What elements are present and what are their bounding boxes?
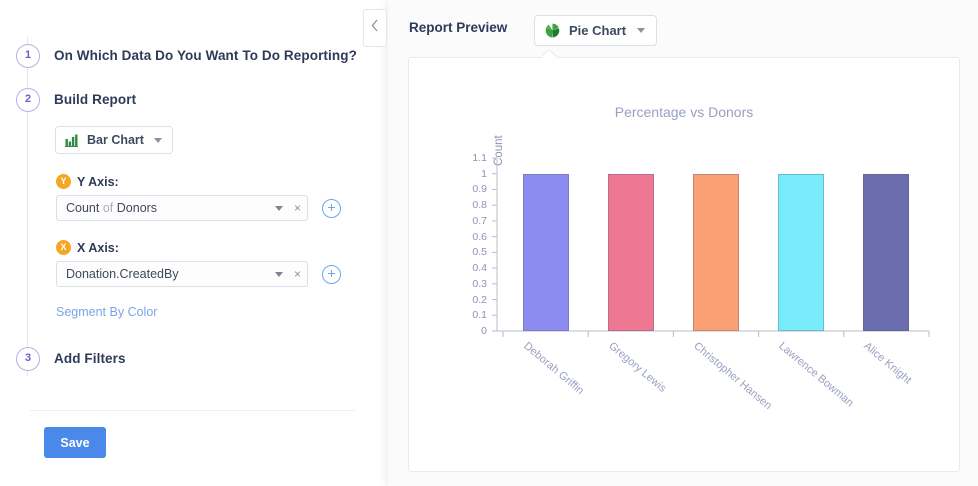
y-axis-clear-icon[interactable]: × [293, 201, 301, 215]
collapse-panel-button[interactable] [363, 9, 387, 47]
save-button[interactable]: Save [44, 427, 106, 458]
chart-type-label: Bar Chart [87, 133, 144, 147]
chart-card: Percentage vs Donors 0 0.1 0.2 0.3 0.4 0.5 0.6… [408, 57, 960, 472]
step-title-1: On Which Data Do You Want To Do Reportin… [54, 48, 357, 63]
y-tick-label: 0.6 [472, 230, 487, 243]
y-axis-field-row: Count of Donors × + [56, 195, 341, 221]
report-builder-panel: 1 On Which Data Do You Want To Do Report… [0, 0, 388, 486]
bars-layer [503, 158, 929, 331]
preview-chevron-down-icon [637, 28, 646, 33]
y-axis-badge-icon: Y [56, 174, 71, 189]
step-title-2: Build Report [54, 92, 137, 107]
segment-by-color-link[interactable]: Segment By Color [56, 305, 158, 319]
bar[interactable] [692, 173, 739, 331]
y-tick-label: 0.1 [472, 309, 487, 322]
chevron-down-icon [153, 137, 162, 143]
preview-chart-type-label: Pie Chart [569, 23, 627, 38]
y-axis-label-row: Y Y Axis: [56, 174, 119, 189]
panel-divider [30, 410, 355, 411]
y-axis-value-suffix: Donors [116, 201, 158, 215]
step-title-3: Add Filters [54, 351, 126, 366]
bar[interactable] [863, 173, 910, 331]
y-tick-label: 0.5 [472, 246, 487, 259]
y-tick-label: 0.7 [472, 214, 487, 227]
bar[interactable] [778, 173, 825, 331]
bar-chart-icon [65, 134, 79, 147]
x-tick-label: Christopher Hansen [691, 340, 774, 413]
x-axis-badge-icon: X [56, 240, 71, 255]
preview-title: Report Preview [409, 20, 508, 35]
x-tick-label: Alice Knight [861, 340, 914, 387]
bar[interactable] [607, 173, 654, 331]
report-preview-panel: Report Preview Pie Chart Percentage vs D… [388, 0, 978, 486]
bar-chart-plot: 0 0.1 0.2 0.3 0.4 0.5 0.6 0.7 0.8 0.9 1 1.1 Count D… [409, 58, 959, 471]
y-axis-select-value: Count of Donors [66, 201, 275, 215]
x-axis-chevron-down-icon[interactable] [274, 271, 283, 277]
card-notch [542, 50, 557, 58]
step-badge-1: 1 [16, 44, 40, 68]
y-axis-chevron-down-icon[interactable] [274, 205, 283, 211]
chevron-left-icon [371, 19, 379, 37]
x-tick-label: Gregory Lewis [606, 340, 669, 395]
y-axis-value-middle: of [102, 201, 114, 215]
step-badge-2: 2 [16, 88, 40, 112]
y-tick-label: 0.4 [472, 262, 487, 275]
y-axis-value-prefix: Count [66, 201, 100, 215]
x-axis-field-row: Donation.CreatedBy × + [56, 261, 341, 287]
chart-title: Percentage vs Donors [614, 104, 754, 120]
y-axis-add-button[interactable]: + [322, 198, 341, 218]
x-tick-label: Lawrence Bowman [776, 340, 856, 410]
x-axis-label: X Axis: [77, 240, 119, 255]
x-axis-select-value: Donation.CreatedBy [66, 267, 179, 281]
x-axis-label-row: X X Axis: [56, 240, 119, 255]
pie-chart-icon [545, 23, 560, 38]
x-axis-labels: Deborah Griffin Gregory Lewis Christopher … [503, 340, 929, 460]
x-axis-add-button[interactable]: + [322, 264, 341, 284]
y-tick-label: 0.2 [472, 293, 487, 306]
step-rail [27, 36, 28, 376]
step-badge-3: 3 [16, 347, 40, 371]
bar[interactable] [522, 173, 569, 331]
chart-type-button[interactable]: Bar Chart [55, 126, 173, 154]
preview-chart-type-button[interactable]: Pie Chart [534, 15, 658, 46]
x-tick-label: Deborah Griffin [520, 340, 586, 398]
y-axis-label: Y Axis: [77, 174, 119, 189]
y-axis-select[interactable]: Count of Donors × [56, 195, 308, 221]
y-axis-ticks: 0 0.1 0.2 0.3 0.4 0.5 0.6 0.7 0.8 0.9 1 1.1 [451, 58, 487, 471]
y-tick-label: 0.9 [472, 183, 487, 196]
y-tick-label: 0 [481, 325, 487, 337]
y-tick-label: 0.8 [472, 199, 487, 212]
y-tick-label: 1 [481, 167, 487, 180]
y-tick-label: 0.3 [472, 277, 487, 290]
x-axis-clear-icon[interactable]: × [293, 267, 301, 281]
y-tick-label: 1.1 [472, 152, 487, 164]
x-axis-select[interactable]: Donation.CreatedBy × [56, 261, 308, 287]
chart-axes [492, 157, 930, 337]
